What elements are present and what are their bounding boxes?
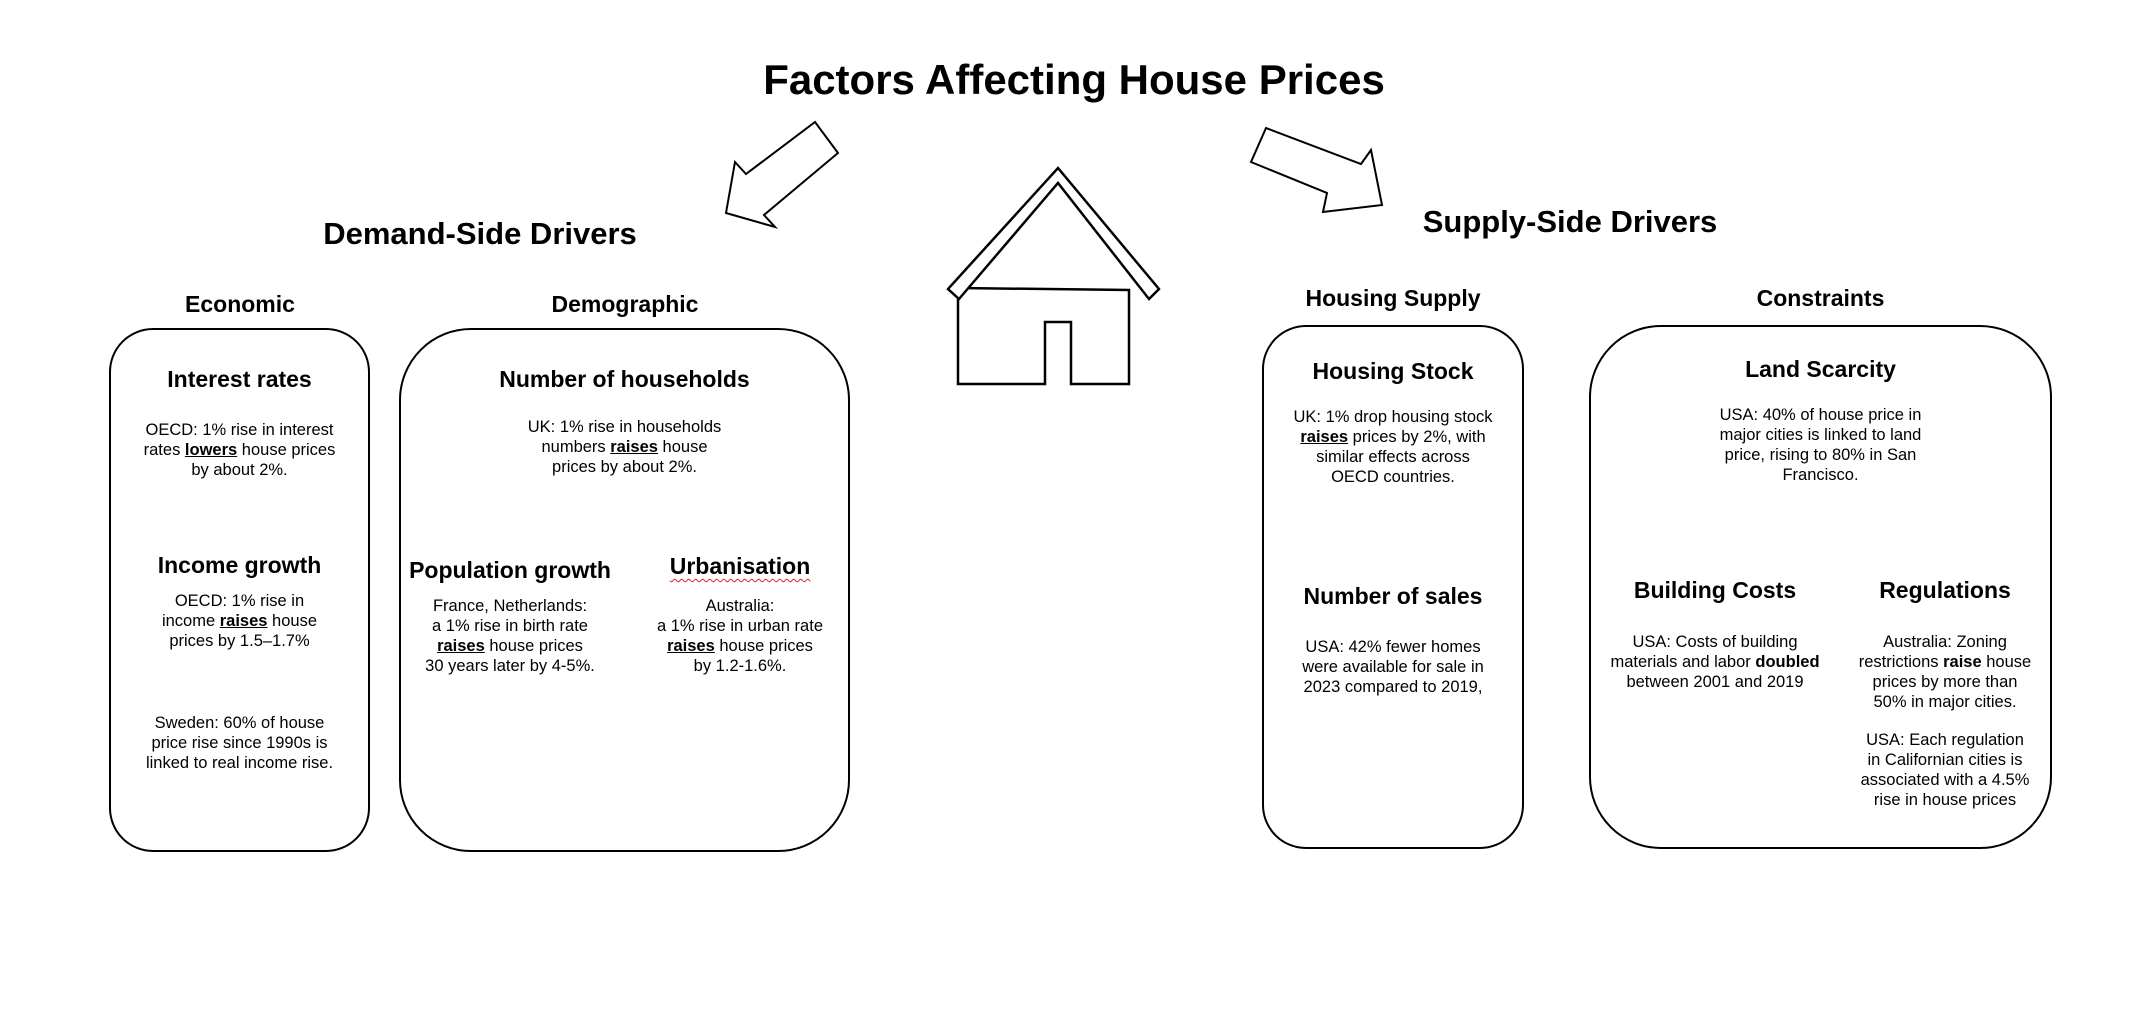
factor-title: Building Costs: [1633, 577, 1797, 603]
factor-title: Interest rates: [167, 366, 312, 392]
factor-building-costs: Building Costs USA: Costs of building ma…: [1600, 577, 1830, 692]
page-title: Factors Affecting House Prices: [763, 56, 1385, 103]
factor-land-scarcity: Land Scarcity USA: 40% of house price in…: [1589, 356, 2052, 485]
demand-side-title: Demand-Side Drivers: [323, 216, 637, 251]
factor-number-of-sales: Number of sales USA: 42% fewer homes wer…: [1262, 583, 1524, 697]
factor-title: Number of households: [499, 366, 750, 392]
factor-income-growth: Income growth OECD: 1% rise in income ra…: [109, 552, 370, 651]
factor-population-growth: Population growth France, Netherlands: a…: [405, 557, 615, 676]
constraints-column-title: Constraints: [1756, 285, 1885, 311]
factor-title: Regulations: [1879, 577, 2011, 603]
economic-panel: [109, 328, 370, 852]
factor-title: Housing Stock: [1312, 358, 1474, 384]
demographic-panel: [399, 328, 850, 852]
factor-title: Population growth: [409, 557, 611, 583]
factor-housing-stock: Housing Stock UK: 1% drop housing stock …: [1262, 358, 1524, 487]
factor-number-of-households: Number of households UK: 1% rise in hous…: [399, 366, 850, 477]
factor-title: Number of sales: [1303, 583, 1483, 609]
demographic-column-title: Demographic: [551, 291, 699, 317]
factor-sweden-note: Sweden: 60% of house price rise since 19…: [145, 714, 334, 772]
factor-title: Income growth: [157, 552, 322, 578]
housing-supply-panel: [1262, 325, 1524, 849]
factor-urbanisation: Urbanisation Australia: a 1% rise in urb…: [656, 553, 823, 675]
constraints-panel: [1589, 325, 2052, 849]
housing-supply-column-title: Housing Supply: [1305, 285, 1481, 311]
factor-regulations: Regulations Australia: Zoning restrictio…: [1845, 577, 2045, 810]
factor-interest-rates: Interest rates OECD: 1% rise in interest…: [109, 366, 370, 480]
factor-title: Urbanisation: [669, 553, 811, 579]
factor-title: Land Scarcity: [1745, 356, 1896, 382]
supply-side-title: Supply-Side Drivers: [1422, 204, 1718, 239]
economic-column-title: Economic: [185, 291, 295, 317]
